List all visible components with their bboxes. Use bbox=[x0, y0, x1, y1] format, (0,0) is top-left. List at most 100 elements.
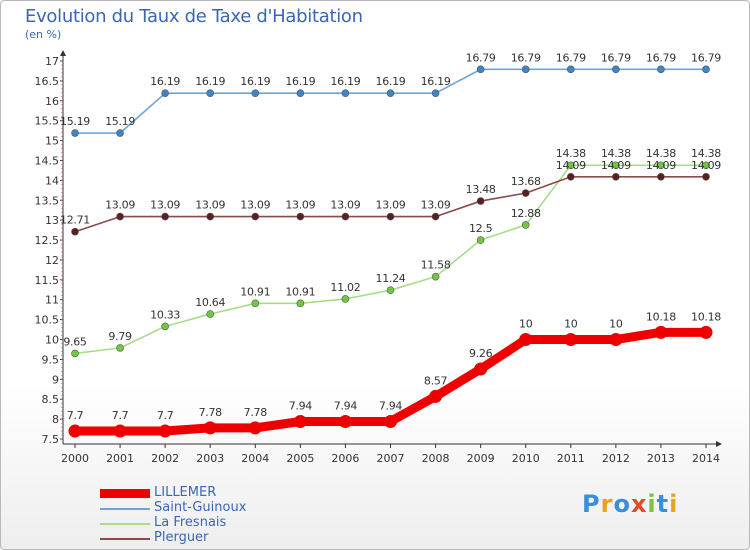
x-tick-label: 2001 bbox=[106, 452, 134, 465]
data-label-lillemer: 10 bbox=[609, 318, 623, 331]
legend-swatch-plerguer bbox=[100, 538, 150, 540]
y-tick-label: 13 bbox=[45, 214, 59, 227]
x-tick-label: 2005 bbox=[286, 452, 314, 465]
point-la-fresnais bbox=[72, 350, 79, 357]
data-label-lillemer: 9.26 bbox=[469, 347, 493, 360]
data-label-plerguer: 13.09 bbox=[195, 199, 225, 212]
data-label-plerguer: 13.09 bbox=[285, 199, 315, 212]
point-saint-guinoux bbox=[387, 90, 394, 97]
y-tick-label: 12 bbox=[45, 254, 59, 267]
y-tick-label: 11.5 bbox=[35, 274, 60, 287]
data-label-saint-guinoux: 16.79 bbox=[556, 51, 586, 64]
point-plerguer bbox=[477, 198, 484, 205]
point-plerguer bbox=[117, 213, 124, 220]
data-label-plerguer: 14.09 bbox=[601, 159, 631, 172]
data-label-plerguer: 12.71 bbox=[60, 214, 90, 227]
point-plerguer bbox=[432, 213, 439, 220]
x-tick-label: 2011 bbox=[557, 452, 585, 465]
point-plerguer bbox=[522, 190, 529, 197]
point-la-fresnais bbox=[387, 287, 394, 294]
legend-swatch-saint-guinoux bbox=[100, 508, 150, 510]
point-lillemer bbox=[114, 425, 127, 438]
data-label-la-fresnais: 11.02 bbox=[330, 281, 360, 294]
point-lillemer bbox=[294, 415, 307, 428]
point-lillemer bbox=[519, 333, 532, 346]
point-plerguer bbox=[657, 173, 664, 180]
point-plerguer bbox=[703, 173, 710, 180]
data-label-lillemer: 7.7 bbox=[67, 409, 84, 422]
x-tick-label: 2012 bbox=[602, 452, 630, 465]
proxiti-logo: Proxiti bbox=[582, 490, 678, 518]
point-plerguer bbox=[612, 173, 619, 180]
point-la-fresnais bbox=[342, 295, 349, 302]
data-label-lillemer: 7.94 bbox=[379, 399, 403, 412]
point-plerguer bbox=[342, 213, 349, 220]
data-label-lillemer: 7.7 bbox=[112, 409, 129, 422]
data-label-saint-guinoux: 15.19 bbox=[60, 115, 90, 128]
point-lillemer bbox=[564, 333, 577, 346]
point-plerguer bbox=[162, 213, 169, 220]
y-tick-label: 15 bbox=[45, 135, 59, 148]
data-label-la-fresnais: 9.65 bbox=[63, 335, 87, 348]
data-label-lillemer: 7.94 bbox=[289, 399, 313, 412]
point-lillemer bbox=[474, 362, 487, 375]
data-label-saint-guinoux: 16.79 bbox=[691, 51, 721, 64]
data-label-saint-guinoux: 16.79 bbox=[601, 51, 631, 64]
data-label-saint-guinoux: 15.19 bbox=[105, 115, 135, 128]
point-saint-guinoux bbox=[703, 66, 710, 73]
data-label-lillemer: 7.94 bbox=[334, 399, 358, 412]
point-plerguer bbox=[72, 228, 79, 235]
y-tick-label: 14 bbox=[45, 174, 59, 187]
point-lillemer bbox=[654, 326, 667, 339]
point-lillemer bbox=[384, 415, 397, 428]
point-saint-guinoux bbox=[567, 66, 574, 73]
point-lillemer bbox=[429, 390, 442, 403]
point-lillemer bbox=[204, 421, 217, 434]
y-tick-label: 12.5 bbox=[35, 234, 60, 247]
data-label-saint-guinoux: 16.79 bbox=[646, 51, 676, 64]
data-label-plerguer: 13.68 bbox=[511, 175, 541, 188]
data-label-lillemer: 10.18 bbox=[646, 310, 676, 323]
data-label-lillemer: 7.7 bbox=[157, 409, 174, 422]
point-lillemer bbox=[159, 425, 172, 438]
data-label-la-fresnais: 11.24 bbox=[376, 272, 406, 285]
data-label-saint-guinoux: 16.19 bbox=[240, 75, 270, 88]
point-saint-guinoux bbox=[657, 66, 664, 73]
y-tick-label: 8 bbox=[52, 413, 59, 426]
point-saint-guinoux bbox=[297, 90, 304, 97]
data-label-plerguer: 13.09 bbox=[240, 199, 270, 212]
data-label-la-fresnais: 12.88 bbox=[511, 207, 541, 220]
y-tick-label: 8.5 bbox=[42, 393, 60, 406]
data-label-saint-guinoux: 16.79 bbox=[511, 51, 541, 64]
logo-letter: r bbox=[601, 490, 614, 518]
x-tick-label: 2008 bbox=[422, 452, 450, 465]
point-saint-guinoux bbox=[252, 90, 259, 97]
y-tick-label: 7.5 bbox=[42, 433, 60, 446]
data-label-lillemer: 7.78 bbox=[199, 406, 223, 419]
y-tick-label: 10.5 bbox=[35, 314, 60, 327]
point-lillemer bbox=[339, 415, 352, 428]
data-label-saint-guinoux: 16.19 bbox=[376, 75, 406, 88]
point-lillemer bbox=[69, 425, 82, 438]
y-tick-label: 14.5 bbox=[35, 154, 60, 167]
legend-label: Saint-Guinoux bbox=[154, 500, 246, 515]
data-label-saint-guinoux: 16.79 bbox=[466, 51, 496, 64]
logo-letter: i bbox=[669, 490, 678, 518]
point-lillemer bbox=[609, 333, 622, 346]
point-saint-guinoux bbox=[612, 66, 619, 73]
legend-swatch-lillemer bbox=[100, 489, 150, 498]
point-la-fresnais bbox=[297, 300, 304, 307]
data-label-lillemer: 8.57 bbox=[424, 374, 448, 387]
logo-letter: o bbox=[613, 490, 631, 518]
data-label-la-fresnais: 9.79 bbox=[108, 330, 132, 343]
x-tick-label: 2014 bbox=[692, 452, 720, 465]
point-saint-guinoux bbox=[162, 90, 169, 97]
logo-letter: i bbox=[647, 490, 656, 518]
data-label-plerguer: 14.09 bbox=[646, 159, 676, 172]
data-label-la-fresnais: 12.5 bbox=[469, 222, 493, 235]
logo-letter: x bbox=[631, 490, 647, 518]
legend-label: Plerguer bbox=[154, 530, 208, 545]
y-tick-label: 9.5 bbox=[42, 353, 60, 366]
point-lillemer bbox=[249, 421, 262, 434]
point-la-fresnais bbox=[432, 273, 439, 280]
